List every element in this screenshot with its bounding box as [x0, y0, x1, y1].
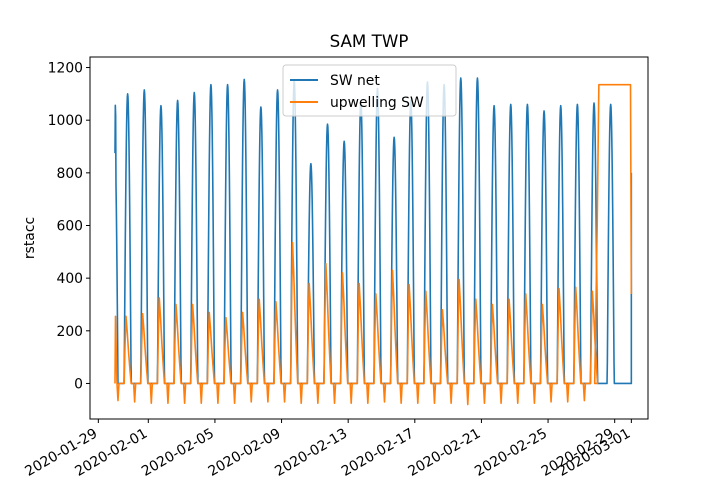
series-layer [114, 77, 633, 406]
y-axis: 0 200 400 600 800 1000 1200 [48, 61, 90, 392]
y-tick-label: 400 [56, 271, 83, 287]
y-tick-label: 0 [74, 376, 83, 392]
legend-label: SW net [330, 73, 380, 89]
y-axis-label: rstacc [22, 217, 38, 259]
legend: SW net upwelling SW [282, 64, 457, 117]
y-tick-label: 800 [56, 166, 83, 182]
y-tick-label: 1200 [48, 61, 83, 77]
y-tick-label: 600 [56, 218, 83, 234]
y-tick-label: 200 [56, 324, 83, 340]
chart-title: SAM TWP [330, 31, 409, 51]
plot-area [89, 56, 649, 420]
plot-frame [89, 56, 649, 420]
series-upwelling-sw-line [114, 83, 633, 406]
y-tick-label: 1000 [48, 113, 83, 129]
legend-box [282, 64, 457, 117]
legend-label: upwelling SW [330, 95, 424, 111]
